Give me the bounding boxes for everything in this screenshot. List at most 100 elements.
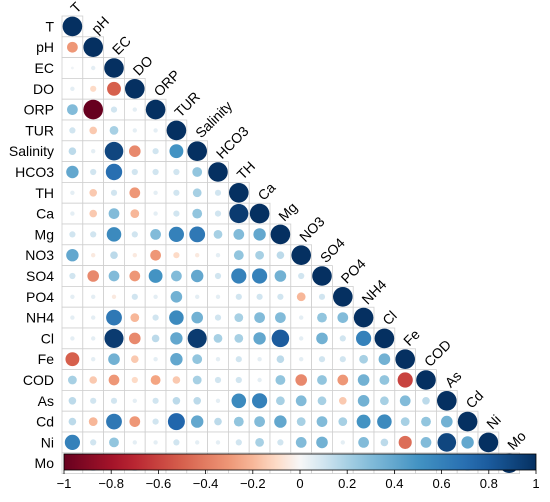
correlation-circle-Ni-ORP [153,440,158,445]
correlation-circle-Mg-ORP [150,229,161,240]
correlation-circle-TH-Salinity [192,188,202,198]
correlation-circle-Cd-NH4 [356,414,371,429]
correlation-circle-As-PO4 [339,397,347,405]
correlation-circle-NH4-NO3 [299,315,304,320]
correlation-circle-Ca-pH [89,209,97,218]
row-label-TUR: TUR [25,122,54,138]
correlation-circle-NO3-TH [233,250,244,261]
correlation-circle-Cl-NH4 [356,330,372,346]
correlation-circle-NO3-DO [132,253,137,258]
correlation-circle-NH4-TH [234,313,244,322]
correlation-circle-Cl-Ca [253,332,266,345]
correlation-circle-SO4-TH [231,268,247,284]
correlation-circle-As-Cl [380,396,389,406]
correlation-circle-COD-NO3 [295,374,308,386]
correlation-circle-Cd-EC [106,413,122,430]
row-label-Mg: Mg [35,226,54,242]
correlation-circle-SO4-Ca [252,268,268,284]
correlation-circle-COD-Salinity [192,375,202,385]
correlation-circle-COD-PO4 [337,374,349,386]
correlation-circle-NH4-TUR [169,310,184,325]
correlation-circle-Cl-T [70,336,75,341]
row-label-Cl: Cl [41,330,54,346]
correlation-circle-Fe-TUR [170,353,183,366]
correlation-circle-As-Mg [276,396,285,406]
correlation-circle-Ca-Salinity [192,208,203,219]
correlation-circle-COD-TUR [172,376,181,384]
correlation-circle-SO4-SO4 [312,266,332,286]
correlation-circle-Ni-NO3 [295,437,307,448]
correlation-circle-Cd-NO3 [296,417,306,426]
correlation-circle-T-T [62,16,83,37]
correlation-circle-Fe-EC [108,353,120,366]
colorbar-tick-label: 1 [532,476,539,491]
correlation-circle-Cl-HCO3 [213,334,223,343]
correlation-circle-TUR-DO [132,128,137,133]
row-label-Salinity: Salinity [9,143,54,159]
correlation-circle-PO4-TUR [170,291,183,303]
row-label-Cd: Cd [36,414,54,430]
correlation-circle-TH-T [70,190,75,195]
correlation-circle-NH4-Mg [275,312,286,323]
correlation-circle-pH-T [67,41,78,53]
correlation-circle-NO3-HCO3 [215,253,221,258]
row-label-As: As [38,393,54,409]
correlation-circle-COD-Fe [397,372,413,388]
correlation-circle-SO4-EC [108,270,120,282]
correlation-circle-Cd-Ca [254,416,265,427]
correlation-circle-Mg-Salinity [189,226,206,243]
correlation-circle-Mg-T [69,231,76,238]
correlation-circle-NH4-NH4 [353,307,374,328]
correlation-circle-NH4-pH [91,315,96,320]
correlation-circle-Salinity-T [68,147,77,155]
correlation-circle-Cd-TUR [167,413,185,431]
correlation-circle-EC-T [71,66,74,70]
correlation-circle-NO3-ORP [150,249,161,261]
correlation-circle-Cl-Salinity [187,328,207,348]
correlation-circle-DO-T [70,86,75,91]
correlation-circle-Fe-T [65,352,80,367]
correlation-circle-As-HCO3 [215,398,221,403]
correlation-circle-NO3-Salinity [195,253,200,258]
column-label-Ca: Ca [254,179,278,203]
correlation-circle-TH-ORP [153,190,158,195]
correlation-circle-As-Ca [252,393,268,409]
correlation-circle-Fe-Cl [378,353,391,366]
colorbar-tick-label: −0.4 [193,476,219,491]
correlation-circle-HCO3-Salinity [192,167,203,177]
correlation-circle-Mg-DO [131,231,138,238]
colorbar-tick-label: 0.4 [385,476,403,491]
correlation-circle-PO4-DO [131,293,138,300]
correlation-circle-HCO3-EC [105,163,123,181]
correlation-circle-As-NO3 [295,395,307,407]
correlation-circle-Fe-ORP [153,357,158,362]
column-label-HCO3: HCO3 [213,123,252,162]
correlation-circle-Salinity-pH [91,149,96,154]
correlation-circle-As-As [437,391,457,411]
correlation-circle-Cd-ORP [152,418,159,425]
correlation-circle-DO-pH [90,85,97,92]
column-label-pH: pH [88,13,112,37]
correlation-circle-NO3-NO3 [291,245,312,265]
correlation-circle-NH4-SO4 [317,312,327,323]
correlation-circle-Cd-HCO3 [214,417,222,426]
correlation-circle-Mg-Ca [253,228,266,241]
correlation-circle-Fe-Mg [276,355,285,364]
column-label-COD: COD [421,336,454,369]
correlation-circle-As-pH [90,397,97,404]
correlation-circle-pH-pH [83,37,103,57]
correlation-circle-Ni-SO4 [316,436,328,449]
column-label-ORP: ORP [150,67,183,100]
row-label-ORP: ORP [24,102,54,118]
correlation-circle-HCO3-TUR [173,168,180,176]
correlation-circle-PO4-Mg [277,293,284,300]
correlation-circle-Cl-pH [91,336,96,341]
row-label-NH4: NH4 [26,310,54,326]
correlation-circle-NH4-EC [106,309,122,326]
correlation-circle-TUR-T [69,127,76,134]
correlation-circle-ORP-DO [132,107,137,112]
correlation-circle-Fe-NO3 [299,357,304,362]
correlation-circle-SO4-Salinity [191,269,204,283]
correlation-circle-Salinity-TUR [169,144,184,159]
correlation-circle-Fe-TH [235,356,242,363]
